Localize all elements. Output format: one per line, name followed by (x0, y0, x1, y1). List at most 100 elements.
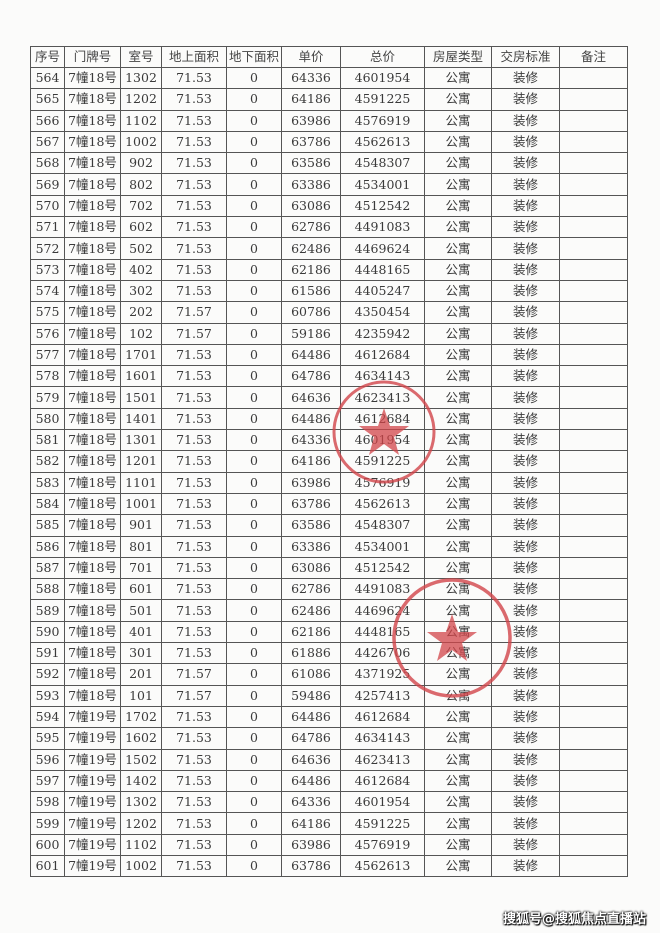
table-cell: 装修 (491, 748, 560, 771)
table-cell: 0 (226, 173, 282, 196)
table-cell: 63086 (281, 194, 341, 218)
table-row: 580 7幢18号 1401 71.53 0 64486 4612684 公寓 装修 (30, 407, 628, 431)
table-cell: 公寓 (424, 216, 492, 239)
table-cell: 71.53 (161, 620, 227, 644)
table-cell: 64486 (281, 407, 341, 431)
table-cell: 71.53 (161, 386, 227, 409)
column-header: 单价 (281, 46, 341, 68)
table-cell: 64486 (281, 769, 341, 793)
table-cell: 564 (30, 66, 65, 90)
table-cell: 64336 (281, 66, 341, 90)
table-cell: 装修 (491, 152, 560, 175)
table-cell (559, 748, 628, 771)
table-row: 595 7幢19号 1602 71.53 0 64786 4634143 公寓 装修 (30, 727, 628, 750)
table-cell: 公寓 (424, 492, 492, 516)
table-cell: 71.53 (161, 258, 227, 281)
table-cell: 7幢18号 (64, 322, 121, 345)
table-cell (559, 194, 628, 218)
table-cell: 62186 (281, 258, 341, 281)
table-cell: 0 (226, 642, 282, 665)
table-cell (559, 429, 628, 452)
table-cell: 64186 (281, 88, 341, 111)
table-cell: 63086 (281, 556, 341, 580)
table-cell: 公寓 (424, 194, 492, 218)
column-header: 总价 (340, 46, 425, 68)
table-row: 570 7幢18号 702 71.53 0 63086 4512542 公寓 装修 (30, 194, 628, 218)
table-cell (559, 599, 628, 622)
table-cell: 0 (226, 386, 282, 409)
table-cell: 装修 (491, 322, 560, 345)
table-cell: 71.57 (161, 684, 227, 707)
table-cell (559, 705, 628, 729)
table-cell: 593 (30, 684, 65, 707)
table-cell (559, 514, 628, 537)
table-cell: 302 (120, 279, 162, 303)
table-cell: 4612684 (340, 343, 425, 367)
table-row: 581 7幢18号 1301 71.53 0 64336 4601954 公寓 装修 (30, 429, 628, 452)
table-cell: 579 (30, 386, 65, 409)
table-cell: 7幢18号 (64, 450, 121, 473)
table-cell: 公寓 (424, 620, 492, 644)
table-cell: 公寓 (424, 365, 492, 388)
table-cell: 71.53 (161, 216, 227, 239)
table-cell: 0 (226, 279, 282, 303)
table-cell: 575 (30, 301, 65, 324)
table-cell: 装修 (491, 471, 560, 494)
table-cell: 0 (226, 301, 282, 324)
table-cell: 71.53 (161, 748, 227, 771)
table-header: 序号 门牌号 室号 地上面积 地下面积 单价 总价 房屋类型 交房标准 备注 (30, 46, 628, 68)
table-row: 599 7幢19号 1202 71.53 0 64186 4591225 公寓 装修 (30, 812, 628, 835)
table-cell (559, 322, 628, 345)
table-cell: 公寓 (424, 109, 492, 132)
table-cell: 574 (30, 279, 65, 303)
column-header: 门牌号 (64, 46, 121, 68)
table-cell: 7幢18号 (64, 216, 121, 239)
table-row: 574 7幢18号 302 71.53 0 61586 4405247 公寓 装修 (30, 279, 628, 303)
table-cell: 公寓 (424, 769, 492, 793)
table-cell: 0 (226, 748, 282, 771)
table-cell: 71.53 (161, 854, 227, 878)
table-cell: 4562613 (340, 130, 425, 154)
table-cell: 701 (120, 556, 162, 580)
table-cell: 4601954 (340, 429, 425, 452)
watermark: 搜狐号@搜狐焦点直播站 (502, 912, 646, 927)
table-row: 577 7幢18号 1701 71.53 0 64486 4612684 公寓 装修 (30, 343, 628, 367)
table-cell: 71.53 (161, 833, 227, 856)
table-cell: 401 (120, 620, 162, 644)
table-cell: 63786 (281, 854, 341, 878)
table-cell: 装修 (491, 620, 560, 644)
table-cell: 581 (30, 429, 65, 452)
table-cell: 装修 (491, 258, 560, 281)
table-cell: 装修 (491, 216, 560, 239)
table-cell: 装修 (491, 66, 560, 90)
table-cell: 4634143 (340, 727, 425, 750)
column-header: 交房标准 (491, 46, 560, 68)
table-cell: 7幢19号 (64, 833, 121, 856)
table-cell: 7幢19号 (64, 727, 121, 750)
table-cell: 62786 (281, 578, 341, 601)
table-row: 598 7幢19号 1302 71.53 0 64336 4601954 公寓 装修 (30, 791, 628, 814)
table-row: 592 7幢18号 201 71.57 0 61086 4371925 公寓 装修 (30, 663, 628, 686)
table-cell: 71.53 (161, 237, 227, 260)
table-cell: 402 (120, 258, 162, 281)
table-cell: 1701 (120, 343, 162, 367)
table-cell (559, 237, 628, 260)
table-cell: 7幢19号 (64, 812, 121, 835)
table-cell (559, 812, 628, 835)
table-cell: 7幢18号 (64, 684, 121, 707)
table-cell (559, 791, 628, 814)
table-cell: 0 (226, 109, 282, 132)
table-cell: 71.53 (161, 705, 227, 729)
table-cell: 装修 (491, 812, 560, 835)
table-cell: 装修 (491, 109, 560, 132)
table-cell: 0 (226, 471, 282, 494)
table-cell: 63986 (281, 471, 341, 494)
table-cell (559, 492, 628, 516)
table-cell: 公寓 (424, 429, 492, 452)
table-row: 584 7幢18号 1001 71.53 0 63786 4562613 公寓 装修 (30, 492, 628, 516)
table-cell: 7幢18号 (64, 152, 121, 175)
table-cell: 584 (30, 492, 65, 516)
table-cell: 71.53 (161, 578, 227, 601)
table-row: 591 7幢18号 301 71.53 0 61886 4426706 公寓 装修 (30, 642, 628, 665)
table-row: 590 7幢18号 401 71.53 0 62186 4448165 公寓 装修 (30, 620, 628, 644)
